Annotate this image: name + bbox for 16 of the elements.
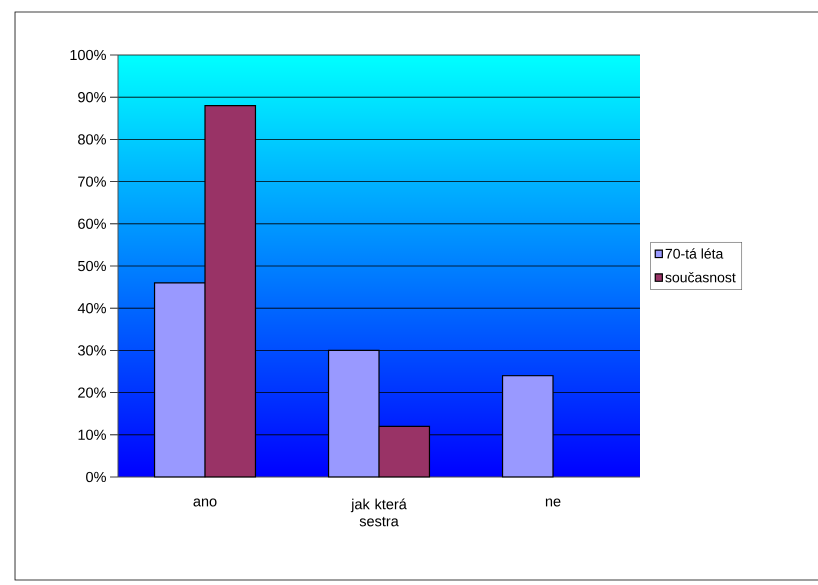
y-tick-label: 60% [78, 218, 106, 229]
y-tick-label: 100% [70, 50, 106, 60]
y-tick-label: 90% [78, 92, 106, 102]
y-tick-label: 40% [78, 303, 106, 314]
x-tick-label: jak která sestra [350, 498, 407, 526]
x-tick-label: ano [194, 498, 216, 506]
y-tick-label: 80% [78, 134, 106, 145]
y-tick-label: 0% [86, 472, 106, 482]
y-tick-label: 30% [78, 345, 106, 356]
y-tick-label: 50% [78, 260, 106, 272]
y-tick-label: 70% [78, 176, 106, 187]
x-tick-label: ne [546, 498, 560, 506]
legend-label: současnost [665, 272, 736, 282]
legend-label: 70-tá léta [666, 248, 724, 259]
y-tick-label: 20% [78, 387, 106, 398]
y-tick-label: 10% [78, 430, 106, 440]
